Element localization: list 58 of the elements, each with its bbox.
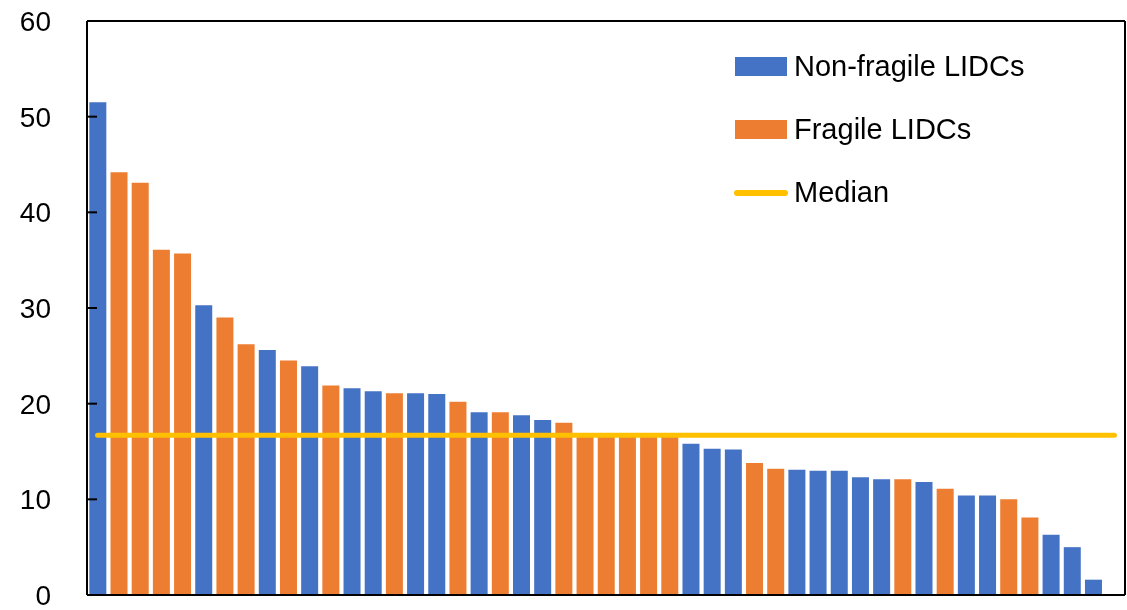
bar <box>470 412 488 595</box>
bar <box>534 419 552 595</box>
bar <box>216 317 234 595</box>
bar <box>258 350 276 595</box>
bar <box>640 435 658 595</box>
bar <box>576 435 594 595</box>
y-tick-label: 60 <box>19 6 51 38</box>
bar <box>1084 579 1102 595</box>
bar <box>830 470 848 595</box>
bar <box>301 366 319 595</box>
bar <box>364 391 382 595</box>
bar <box>195 305 213 595</box>
bar <box>279 360 297 595</box>
bar <box>407 393 425 595</box>
bar <box>915 482 933 595</box>
bar <box>788 469 806 595</box>
bar <box>89 102 107 595</box>
bar <box>491 412 509 595</box>
y-tick-label: 30 <box>19 293 51 325</box>
bar <box>661 435 679 595</box>
bar <box>343 388 361 595</box>
bar <box>682 443 700 595</box>
bar <box>936 488 954 595</box>
bar <box>428 394 446 595</box>
bar <box>851 477 869 595</box>
bar <box>767 468 785 595</box>
y-tick-label: 50 <box>19 101 51 133</box>
y-tick-label: 10 <box>19 484 51 516</box>
bar <box>894 479 912 595</box>
bar <box>449 401 467 595</box>
bar <box>979 495 997 595</box>
legend-label: Fragile LIDCs <box>794 113 972 146</box>
bar <box>724 449 742 595</box>
bar <box>322 385 340 595</box>
bar <box>1000 499 1018 595</box>
bar <box>597 435 615 595</box>
bar <box>703 448 721 595</box>
bar <box>809 470 827 595</box>
bar <box>555 422 573 595</box>
y-tick-label: 0 <box>35 580 51 610</box>
legend-label: Median <box>794 176 890 209</box>
bar <box>746 462 764 595</box>
bar <box>237 344 255 595</box>
bar <box>110 172 128 595</box>
bar <box>957 495 975 595</box>
bar <box>385 393 403 595</box>
bar <box>618 435 636 595</box>
legend-label: Non-fragile LIDCs <box>794 50 1025 83</box>
bar <box>1063 547 1081 595</box>
bar <box>513 415 530 595</box>
bar <box>152 249 170 595</box>
y-tick-label: 40 <box>19 197 51 229</box>
bar <box>131 182 149 595</box>
bar <box>1042 534 1060 595</box>
y-tick-label: 20 <box>19 388 51 420</box>
bar <box>1021 517 1039 595</box>
bar <box>174 253 192 595</box>
bar <box>873 479 891 595</box>
